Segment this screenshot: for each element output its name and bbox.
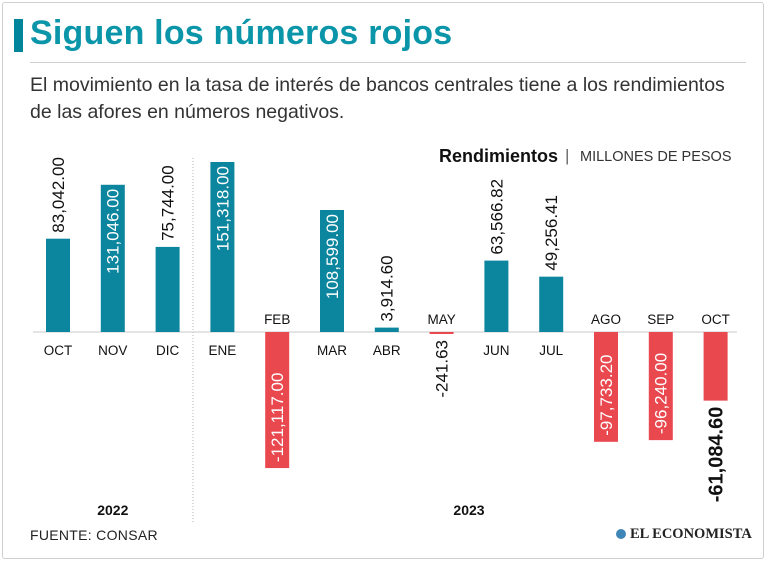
bar-nov-1 [100, 184, 125, 332]
category-label: AGO [591, 312, 621, 327]
category-label: OCT [701, 312, 730, 327]
bar-sep-11 [648, 332, 673, 441]
source-note: FUENTE: CONSAR [30, 527, 158, 543]
title-accent-bar [14, 19, 23, 52]
category-label: ABR [373, 343, 401, 358]
brand-name: EL ECONOMISTA [630, 526, 752, 542]
bar-jul-9 [539, 276, 564, 332]
category-label: MAR [317, 343, 347, 358]
value-label: 108,599.00 [323, 214, 342, 299]
category-label: FEB [264, 312, 290, 327]
year-label: 2022 [97, 502, 128, 518]
category-label: JUL [539, 343, 563, 358]
value-label: -241.63 [433, 340, 452, 398]
value-label: 151,318.00 [213, 166, 232, 251]
value-label: 131,046.00 [104, 189, 123, 274]
bar-oct-0 [46, 238, 70, 332]
bar-ago-10 [594, 332, 618, 442]
year-labels: 2022 2023 [97, 502, 485, 518]
subtitle: El movimiento en la tasa de interés de b… [30, 74, 725, 123]
value-label: 83,042.00 [49, 157, 68, 233]
brand-logo: EL ECONOMISTA [616, 526, 752, 543]
title-divider [30, 62, 746, 63]
value-label: -61,084.60 [706, 407, 728, 503]
globe-icon [616, 529, 626, 539]
category-label: MAY [427, 312, 455, 327]
value-label: -97,733.20 [597, 355, 616, 436]
bar-ene-3 [210, 162, 235, 332]
category-label: ENE [209, 343, 237, 358]
bar-may-7 [429, 332, 454, 334]
bar-mar-5 [320, 209, 344, 332]
category-label: NOV [98, 343, 127, 358]
chart-unit: MILLONES DE PESOS [580, 149, 732, 165]
chart-title: Rendimientos [439, 146, 558, 166]
category-label: DIC [156, 343, 180, 358]
bar-dic-2 [155, 246, 180, 332]
page-title: Siguen los números rojos [30, 14, 453, 52]
category-label: JUN [483, 343, 509, 358]
value-label: 3,914.60 [378, 255, 397, 321]
bar-oct-12 [703, 332, 728, 401]
value-label: 75,744.00 [159, 165, 178, 241]
bars-group: OCT 83,042.00 NOV 131,046.00 DIC 75,744.00 ENE… [44, 157, 730, 502]
bar-jun-8 [484, 260, 509, 332]
bar-feb-4 [265, 332, 290, 469]
value-label: -121,117.00 [268, 373, 287, 462]
value-label: 63,566.82 [487, 179, 506, 255]
value-label: 49,256.41 [542, 195, 561, 271]
year-label: 2023 [453, 502, 484, 518]
chart-title-separator: | [565, 146, 569, 165]
category-label: SEP [647, 312, 674, 327]
category-label: OCT [44, 343, 73, 358]
value-label: -96,240.00 [652, 353, 671, 434]
bar-abr-6 [374, 327, 399, 332]
